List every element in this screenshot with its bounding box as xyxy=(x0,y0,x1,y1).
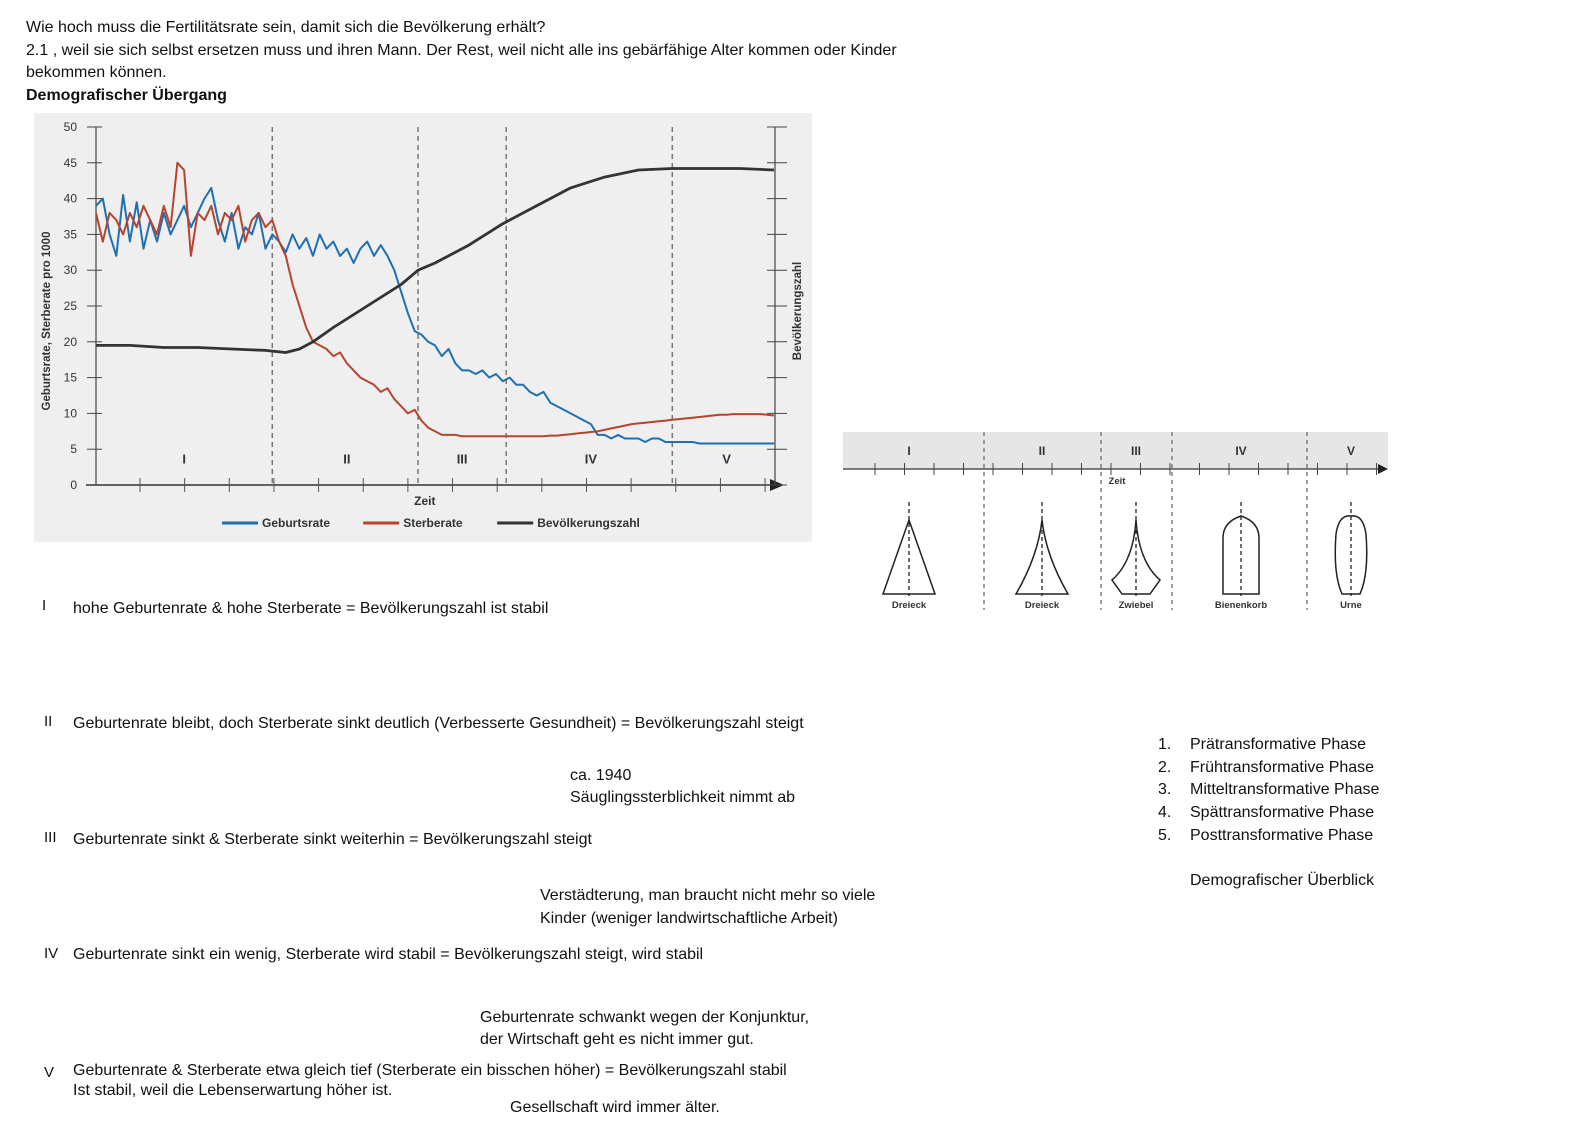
answer-line-2: bekommen können. xyxy=(26,64,167,81)
pyramid-header-band xyxy=(843,432,1388,469)
pyramid-phase-label: I xyxy=(907,444,910,458)
pyramid-phase-label: V xyxy=(1347,444,1355,458)
note-urbanisation-1: Verstädterung, man braucht nicht mehr so… xyxy=(540,887,876,904)
y-tick-label: 10 xyxy=(64,406,78,420)
pyramid-shape-label: Urne xyxy=(1340,600,1362,611)
y-axis-label: Geburtsrate, Sterberate pro 1000 xyxy=(41,232,53,411)
phase-numeral-3: III xyxy=(44,829,57,846)
phase-label: II xyxy=(343,452,350,467)
pyramid-shape-urne xyxy=(1334,515,1368,595)
series-line-geburtsrate xyxy=(95,186,774,445)
time-axis-arrow xyxy=(1378,464,1388,474)
note-aging: Gesellschaft wird immer älter. xyxy=(510,1099,720,1116)
y-tick-label: 0 xyxy=(70,478,77,492)
pyramid-shape-label: Bienenkorb xyxy=(1215,600,1267,611)
y-tick-label: 15 xyxy=(64,371,78,385)
phase-numeral-5: V xyxy=(44,1064,55,1081)
phase-text-5: Geburtenrate & Sterberate etwa gleich ti… xyxy=(73,1062,787,1079)
legend-label: Bevölkerungszahl xyxy=(537,516,640,530)
note-1940: ca. 1940 xyxy=(570,767,632,784)
series-line-sterberate xyxy=(95,161,775,438)
phase-text-4: Geburtenrate sinkt ein wenig, Sterberate… xyxy=(73,946,704,963)
list-item: 5. Posttransformative Phase xyxy=(1158,826,1374,844)
section-title: Demografischer Übergang xyxy=(26,87,227,104)
phase-label: I xyxy=(182,452,186,467)
pyramid-phase-label: II xyxy=(1039,444,1046,458)
y-tick-label: 25 xyxy=(64,299,78,313)
y-tick-label: 35 xyxy=(64,227,78,241)
phase-text-5b: Ist stabil, weil die Lebenserwartung höh… xyxy=(73,1082,393,1099)
phase-label: IV xyxy=(585,452,598,467)
age-pyramid-strip: I II III IV V Zeit Dreieck Dreieck Zwiebel Bienen… xyxy=(843,432,1388,622)
y-tick-label: 45 xyxy=(64,156,78,170)
demographic-transition-chart: 0 5 10 15 20 25 30 35 40 45 50 I II III IV V Zeit Geburts… xyxy=(34,113,812,542)
pyramid-shape-label: Dreieck xyxy=(1025,600,1060,611)
pyramid-time-label: Zeit xyxy=(1109,476,1127,487)
x-axis-label: Zeit xyxy=(414,494,435,508)
chart-legend: Geburtsrate Sterberate Bevölkerungszahl xyxy=(222,516,640,530)
legend-label: Sterberate xyxy=(403,516,463,530)
series-line-bevölkerungszahl xyxy=(96,167,775,354)
phase-numeral-4: IV xyxy=(44,945,59,962)
phase-label: III xyxy=(457,452,468,467)
phase-text-1: hohe Geburtenrate & hohe Sterberate = Be… xyxy=(73,600,549,617)
list-item: 4. Spättransformative Phase xyxy=(1158,804,1375,822)
list-item: 2. Frühtransformative Phase xyxy=(1158,758,1375,776)
pyramid-phase-label: III xyxy=(1131,444,1141,458)
phase-text-3: Geburtenrate sinkt & Sterberate sinkt we… xyxy=(73,831,592,848)
chart-series xyxy=(95,161,775,445)
question-text: Wie hoch muss die Fertilitätsrate sein, … xyxy=(26,19,546,36)
pyramid-shape-label: Dreieck xyxy=(892,600,927,611)
chart-axes xyxy=(86,126,787,492)
phase-boundaries xyxy=(271,127,674,485)
phase-numeral-1: I xyxy=(42,597,47,614)
pyramid-shape-label: Zwiebel xyxy=(1119,600,1154,611)
y-tick-label: 40 xyxy=(64,192,78,206)
phase-numeral-2: II xyxy=(44,713,53,730)
list-item: 3. Mitteltransformative Phase xyxy=(1158,781,1380,799)
answer-line-1: 2.1 , weil sie sich selbst ersetzen muss… xyxy=(26,42,897,59)
pyramid-phase-label: IV xyxy=(1235,444,1246,458)
note-urbanisation-2: Kinder (weniger landwirtschaftliche Arbe… xyxy=(540,910,838,927)
y-tick-label: 30 xyxy=(64,263,78,277)
legend-label: Geburtsrate xyxy=(262,516,330,530)
y2-axis-label: Bevölkerungszahl xyxy=(792,262,804,360)
phase-text-2: Geburtenrate bleibt, doch Sterberate sin… xyxy=(73,715,804,732)
note-economy-1: Geburtenrate schwankt wegen der Konjunkt… xyxy=(480,1009,810,1026)
y-tick-label: 50 xyxy=(64,120,78,134)
note-economy-2: der Wirtschaft geht es nicht immer gut. xyxy=(480,1031,754,1048)
phase-name-list: 1. Prätransformative Phase 2. Frühtransfor… xyxy=(1158,734,1379,848)
y-tick-label: 20 xyxy=(64,335,78,349)
note-infant-mortality: Säuglingssterblichkeit nimmt ab xyxy=(570,789,795,806)
phase-label: V xyxy=(722,452,731,467)
overview-caption: Demografischer Überblick xyxy=(1190,872,1375,889)
y-tick-label: 5 xyxy=(70,442,77,456)
list-item: 1. Prätransformative Phase xyxy=(1158,736,1367,753)
